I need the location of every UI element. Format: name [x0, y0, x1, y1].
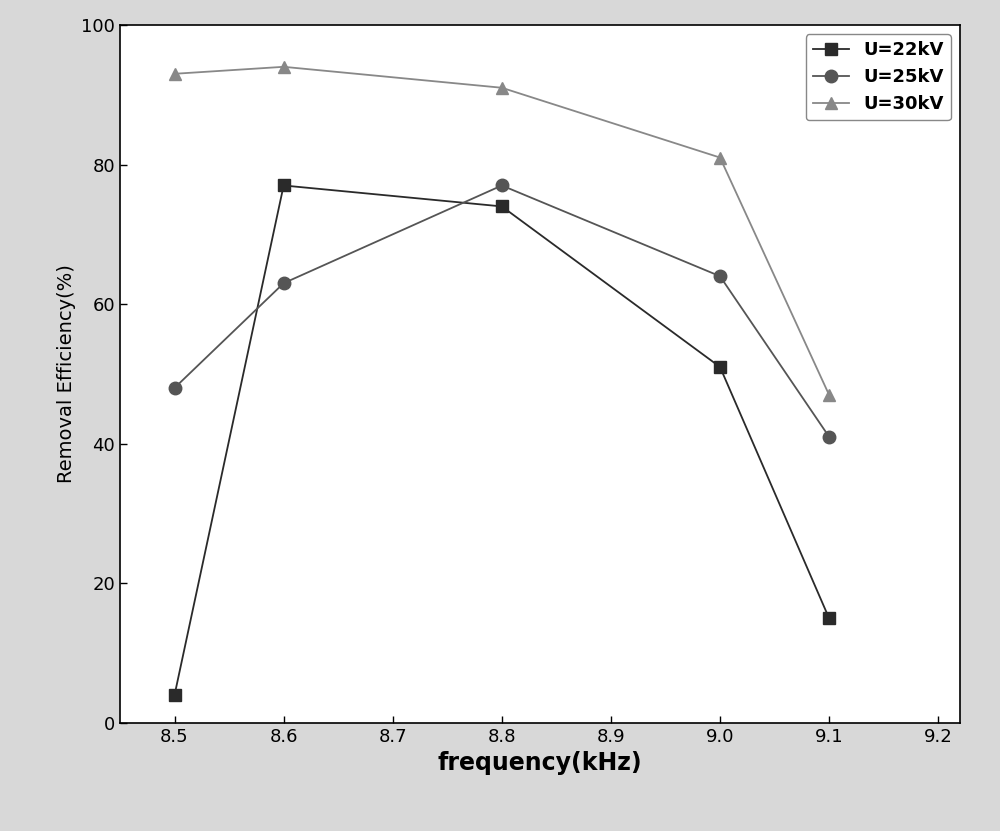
U=30kV [496, 83, 508, 93]
Line: U=30kV: U=30kV [168, 61, 835, 401]
U=30kV [823, 390, 835, 400]
U=25kV [278, 278, 290, 288]
U=22kV [496, 201, 508, 211]
U=22kV [278, 180, 290, 190]
U=30kV [278, 61, 290, 71]
Legend: U=22kV, U=25kV, U=30kV: U=22kV, U=25kV, U=30kV [806, 34, 951, 120]
Y-axis label: Removal Efficiency(%): Removal Efficiency(%) [57, 264, 76, 484]
Line: U=22kV: U=22kV [169, 180, 835, 701]
X-axis label: frequency(kHz): frequency(kHz) [438, 751, 642, 775]
U=30kV [714, 153, 726, 163]
U=30kV [169, 69, 181, 79]
U=25kV [714, 271, 726, 281]
U=22kV [823, 613, 835, 623]
U=25kV [496, 180, 508, 190]
U=25kV [823, 432, 835, 442]
U=22kV [169, 690, 181, 700]
U=22kV [714, 362, 726, 372]
U=25kV [169, 383, 181, 393]
Line: U=25kV: U=25kV [168, 179, 835, 443]
